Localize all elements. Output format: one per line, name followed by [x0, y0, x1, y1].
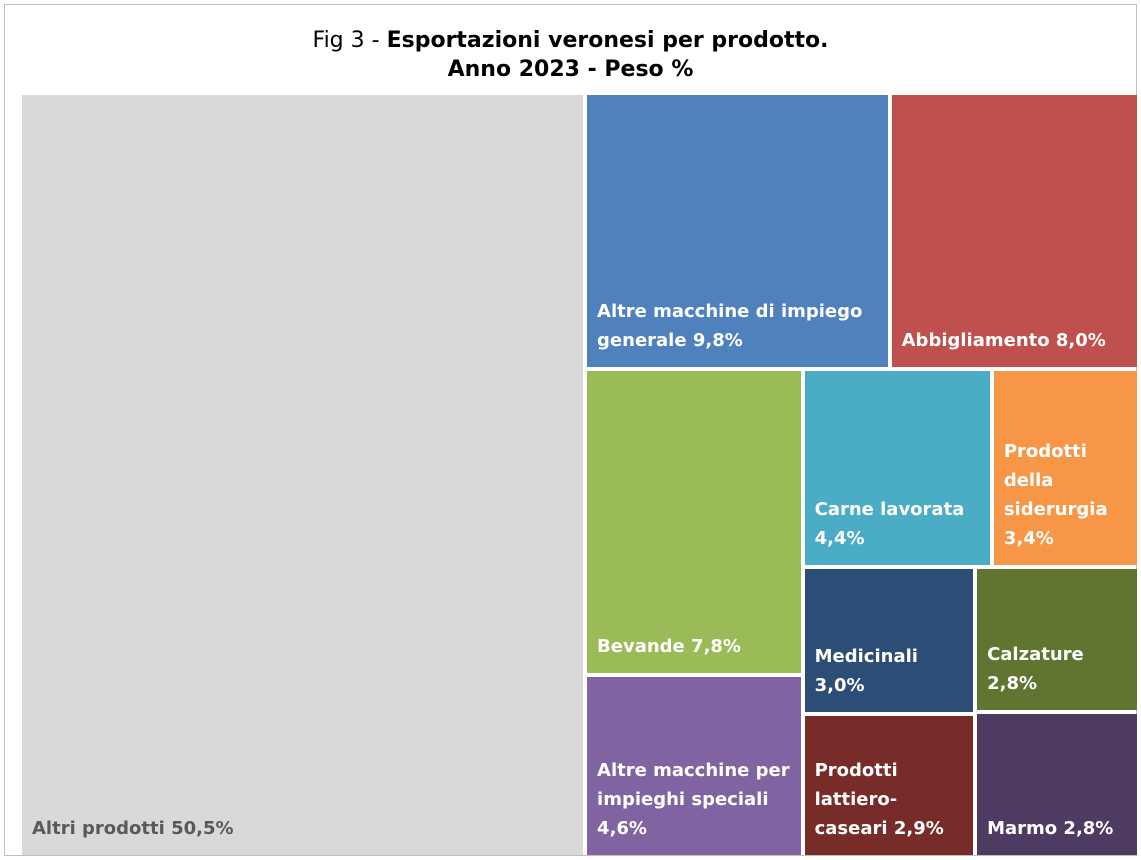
cell-label: Abbigliamento 8,0%	[902, 326, 1106, 355]
treemap-cell: Prodotti della siderurgia 3,4%	[993, 370, 1137, 565]
cell-label: Altri prodotti 50,5%	[32, 814, 234, 843]
treemap-cell: Altre macchine per impieghi speciali 4,6…	[587, 676, 801, 855]
value-label: 50,5%	[171, 818, 234, 839]
category-name: Carne lavorata	[814, 498, 965, 520]
value-label: 2,8%	[987, 672, 1037, 694]
treemap-cell: Prodotti lattiero-caseari 2,9%	[804, 716, 974, 855]
category-name: Altri prodotti	[32, 818, 165, 839]
cell-label: Marmo 2,8%	[987, 814, 1113, 843]
category-name: Prodotti lattiero-caseari	[814, 759, 898, 839]
value-label: 2,8%	[1063, 817, 1114, 839]
treemap-cell: Marmo 2,8%	[977, 713, 1137, 855]
cell-label: Calzature 2,8%	[987, 640, 1127, 698]
value-label: 2,9%	[893, 817, 944, 839]
value-label: 4,4%	[814, 527, 865, 549]
chart-title: Fig 3 - Esportazioni veronesi per prodot…	[0, 26, 1141, 84]
cell-label: Bevande 7,8%	[597, 632, 741, 661]
treemap-cell: Altre macchine di impiego generale 9,8%	[587, 95, 888, 367]
treemap-cell: Medicinali 3,0%	[804, 568, 974, 713]
category-name: Marmo	[987, 817, 1058, 839]
value-label: 7,8%	[691, 635, 741, 657]
treemap-cell: Calzature 2,8%	[977, 568, 1137, 710]
value-label: 4,6%	[597, 817, 647, 839]
category-name: Abbigliamento	[901, 329, 1050, 351]
cell-label: Carne lavorata 4,4%	[815, 495, 980, 553]
value-label: 8,0%	[1055, 329, 1106, 351]
cell-label: Prodotti della siderurgia 3,4%	[1004, 437, 1127, 553]
value-label: 3,0%	[814, 675, 865, 697]
value-label: 9,8%	[692, 329, 743, 351]
title-prefix: Fig 3 -	[312, 28, 380, 53]
cell-label: Altre macchine di impiego generale 9,8%	[597, 297, 878, 355]
value-label: 3,4%	[1003, 527, 1054, 549]
category-name: Prodotti della siderurgia	[1003, 440, 1108, 520]
treemap-cell: Carne lavorata 4,4%	[804, 370, 990, 565]
treemap-cell: Bevande 7,8%	[587, 370, 801, 673]
treemap-cell: Abbigliamento 8,0%	[891, 95, 1137, 367]
title-second: Anno 2023 - Peso %	[447, 57, 694, 82]
cell-label: Medicinali 3,0%	[815, 642, 963, 700]
category-name: Medicinali	[814, 646, 918, 668]
category-name: Bevande	[597, 635, 685, 657]
treemap-cell: Altri prodotti 50,5%	[22, 95, 584, 855]
category-name: Calzature	[987, 643, 1084, 665]
category-name: Altre macchine per impieghi speciali	[597, 759, 790, 810]
cell-label: Prodotti lattiero-caseari 2,9%	[815, 756, 963, 843]
category-name: Altre macchine di impiego generale	[597, 300, 863, 351]
title-main: Esportazioni veronesi per prodotto.	[386, 28, 829, 53]
cell-label: Altre macchine per impieghi speciali 4,6…	[597, 756, 791, 843]
